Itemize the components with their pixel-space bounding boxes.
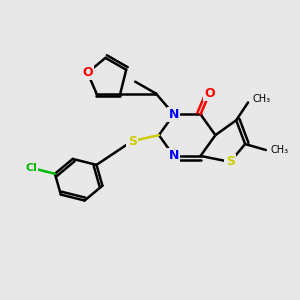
Text: N: N bbox=[169, 108, 179, 121]
Text: CH₃: CH₃ bbox=[270, 145, 289, 155]
Text: S: S bbox=[128, 135, 137, 148]
Text: Cl: Cl bbox=[25, 163, 37, 173]
Text: O: O bbox=[204, 87, 215, 100]
Text: O: O bbox=[82, 66, 93, 79]
Text: N: N bbox=[169, 149, 179, 162]
Text: CH₃: CH₃ bbox=[253, 94, 271, 104]
Text: S: S bbox=[226, 155, 235, 168]
